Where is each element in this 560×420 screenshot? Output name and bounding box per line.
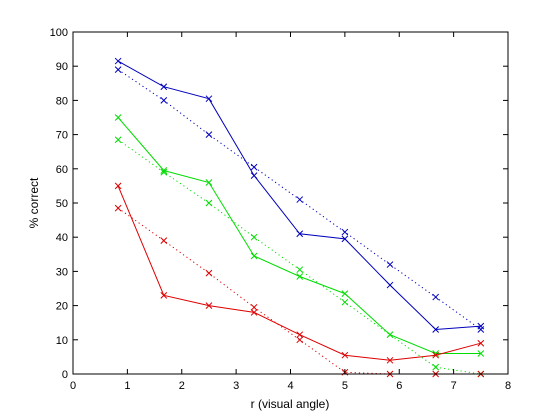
series-0 xyxy=(114,57,485,333)
data-point-marker xyxy=(386,331,394,339)
data-point-marker xyxy=(205,302,213,309)
y-tick-label: 10 xyxy=(56,335,68,347)
data-point-marker xyxy=(205,131,213,138)
data-point-marker xyxy=(477,339,485,347)
y-tick-label: 0 xyxy=(62,369,68,381)
y-tick-label: 70 xyxy=(56,130,68,142)
data-point-marker xyxy=(477,350,485,357)
data-point-marker xyxy=(432,363,440,371)
x-tick-label: 4 xyxy=(287,380,293,392)
y-tick-label: 90 xyxy=(56,61,68,73)
data-point-marker xyxy=(250,172,258,179)
data-point-marker xyxy=(296,273,304,280)
y-tick-label: 50 xyxy=(56,198,68,210)
y-tick-label: 40 xyxy=(56,232,68,244)
x-tick-label: 1 xyxy=(124,380,130,392)
series-5 xyxy=(114,204,485,378)
series-1 xyxy=(114,66,485,333)
x-tick-label: 8 xyxy=(505,380,511,392)
data-point-marker xyxy=(341,290,349,297)
x-axis-label: r (visual angle) xyxy=(251,397,330,411)
data-point-marker xyxy=(250,252,258,260)
x-tick-label: 6 xyxy=(396,380,402,392)
data-point-marker xyxy=(160,167,168,174)
data-point-marker xyxy=(160,237,168,244)
data-point-marker xyxy=(296,266,304,274)
data-point-marker xyxy=(296,331,304,339)
y-tick-label: 60 xyxy=(56,164,68,176)
data-point-marker xyxy=(250,233,258,241)
data-point-marker xyxy=(160,83,168,91)
data-point-marker xyxy=(341,228,349,236)
data-point-marker xyxy=(114,182,122,190)
y-tick-label: 100 xyxy=(50,27,68,39)
data-point-marker xyxy=(250,163,258,171)
y-tick-label: 20 xyxy=(56,301,68,313)
series-4 xyxy=(114,182,485,364)
data-point-marker xyxy=(205,95,213,103)
data-point-marker xyxy=(160,291,168,299)
series-layer xyxy=(114,57,485,378)
y-tick-label: 30 xyxy=(56,266,68,278)
series-2 xyxy=(114,114,485,357)
data-point-marker xyxy=(477,326,485,333)
x-tick-label: 7 xyxy=(451,380,457,392)
x-tick-label: 0 xyxy=(70,380,76,392)
series-line xyxy=(117,117,481,354)
plot-frame xyxy=(72,31,509,375)
data-point-marker xyxy=(205,179,213,186)
data-point-marker xyxy=(250,309,258,316)
data-point-marker xyxy=(160,168,168,176)
data-point-marker xyxy=(205,269,213,277)
data-point-marker xyxy=(114,136,122,144)
data-point-marker xyxy=(296,196,304,203)
data-point-marker xyxy=(432,351,440,359)
data-point-marker xyxy=(114,114,122,121)
x-tick-label: 5 xyxy=(342,380,348,392)
series-3 xyxy=(114,136,485,378)
data-point-marker xyxy=(341,235,349,243)
data-point-marker xyxy=(432,293,440,301)
data-point-marker xyxy=(250,303,258,311)
data-point-marker xyxy=(386,261,394,268)
data-point-marker xyxy=(114,204,122,212)
series-line xyxy=(117,60,481,331)
data-point-marker xyxy=(386,281,394,289)
data-point-marker xyxy=(205,199,213,207)
y-tick-label: 80 xyxy=(56,95,68,107)
data-point-marker xyxy=(160,97,168,104)
x-tick-label: 2 xyxy=(179,380,185,392)
y-axis-label: % correct xyxy=(27,177,41,228)
x-tick-label: 3 xyxy=(233,380,239,392)
data-point-marker xyxy=(114,66,122,73)
data-point-marker xyxy=(114,57,122,65)
data-point-marker xyxy=(296,336,304,344)
data-point-marker xyxy=(341,298,349,306)
data-point-marker xyxy=(432,326,440,333)
data-point-marker xyxy=(386,356,394,364)
data-point-marker xyxy=(296,230,304,238)
data-point-marker xyxy=(341,351,349,359)
